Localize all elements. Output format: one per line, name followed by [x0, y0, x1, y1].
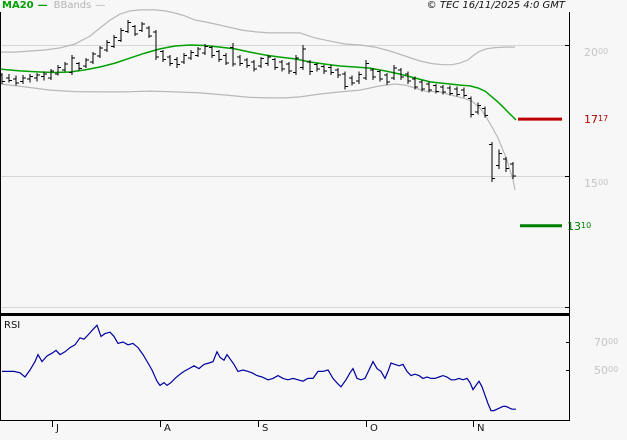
- month-label-N: N: [477, 423, 485, 434]
- ohlc-bars: [0, 20, 516, 182]
- price-label-1500: 1500: [584, 177, 609, 190]
- month-label-J: J: [56, 423, 59, 434]
- rsi-label-7000: 7000: [594, 336, 619, 349]
- chart-legend: MA20— BBands —: [2, 0, 105, 12]
- ma20-line: [0, 44, 517, 121]
- legend-bbands-label: BBands: [53, 0, 92, 11]
- panel-borders: [0, 12, 570, 421]
- legend-bbands-swatch: —: [95, 0, 106, 11]
- month-label-S: S: [262, 423, 269, 434]
- copyright-text: © TEC 16/11/2025 4:0 GMT: [426, 0, 565, 11]
- month-label-O: O: [370, 423, 378, 434]
- bollinger-lower-band: [0, 83, 516, 191]
- rsi-label-5000: 5000: [594, 364, 619, 377]
- rsi-panel-title: RSI: [4, 320, 21, 331]
- panel-separator: [0, 313, 570, 316]
- month-label-A: A: [164, 423, 171, 434]
- rsi-line: [2, 324, 516, 412]
- price-label-1310: 1310: [567, 219, 592, 233]
- price-label-1717: 1717: [584, 113, 609, 127]
- legend-ma20-swatch: —: [37, 0, 48, 11]
- legend-ma20-label: MA20: [2, 0, 34, 11]
- bollinger-upper-band: [0, 9, 515, 66]
- price-label-2000: 2000: [584, 46, 609, 59]
